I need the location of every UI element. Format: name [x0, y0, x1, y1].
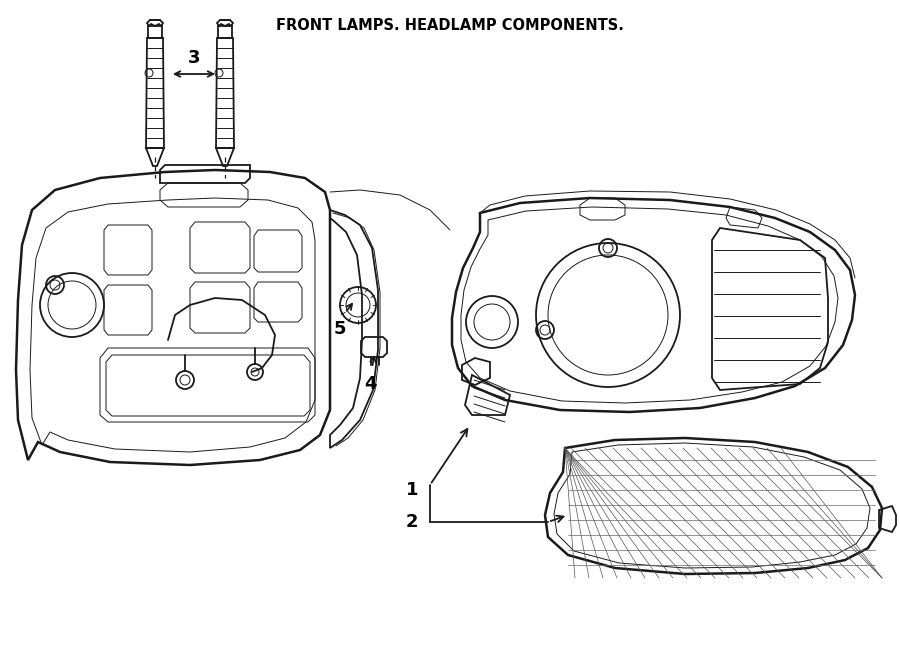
Text: 5: 5 [334, 320, 346, 338]
Text: 3: 3 [188, 49, 200, 67]
Text: 1: 1 [406, 481, 418, 499]
Text: FRONT LAMPS. HEADLAMP COMPONENTS.: FRONT LAMPS. HEADLAMP COMPONENTS. [276, 18, 624, 33]
Text: 2: 2 [406, 513, 418, 531]
Text: 4: 4 [364, 375, 376, 393]
